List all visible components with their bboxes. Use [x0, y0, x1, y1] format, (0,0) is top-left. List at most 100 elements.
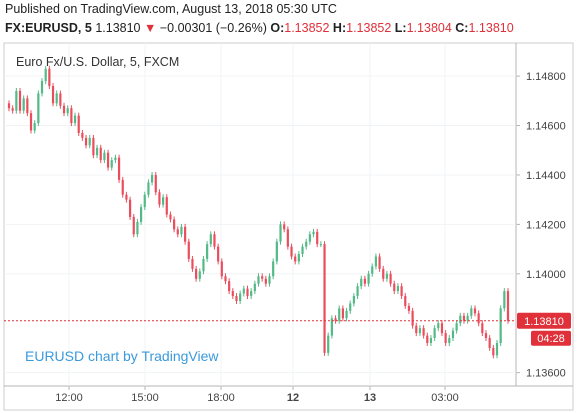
candle-body	[44, 68, 47, 82]
candle-body	[110, 160, 113, 168]
candle-body	[37, 93, 40, 124]
candle-body	[103, 152, 106, 161]
candle-body	[257, 276, 260, 284]
candle-body	[418, 328, 422, 334]
candle-body	[349, 303, 352, 311]
candle-body	[114, 157, 117, 161]
time-tick-label: 12	[287, 392, 299, 404]
candle-body	[429, 338, 433, 343]
candle-body	[213, 234, 216, 247]
candle-body	[451, 330, 455, 339]
candle-body	[448, 338, 451, 343]
candle-body	[228, 281, 231, 292]
candle-body	[345, 310, 348, 319]
candle-body	[77, 115, 80, 133]
candle-body	[184, 226, 187, 242]
candle-body	[462, 315, 466, 321]
candle-body	[176, 229, 179, 235]
candle-body	[40, 81, 44, 94]
candle-body	[162, 197, 165, 205]
candle-body	[143, 194, 146, 208]
chart-frame	[3, 42, 574, 411]
published-caption: Published on TradingView.com, August 13,…	[5, 2, 337, 16]
candle-body	[92, 137, 95, 156]
candle-body	[231, 291, 234, 297]
candle-body	[327, 335, 330, 353]
candle-body	[301, 246, 304, 255]
candle-body	[484, 333, 488, 339]
candle-body	[139, 207, 143, 222]
candle-body	[488, 338, 491, 348]
last-price: 1.13810	[95, 21, 141, 35]
candle-body	[173, 219, 176, 230]
high-label: H:	[332, 21, 347, 35]
candle-body	[18, 90, 22, 111]
time-tick-label: 18:00	[207, 392, 235, 404]
candle-body	[341, 308, 344, 319]
low-label: L:	[394, 21, 407, 35]
candle-body	[191, 258, 194, 269]
candle-body	[503, 291, 506, 309]
countdown-tag-text: 04:28	[537, 333, 565, 345]
candle-body	[235, 296, 238, 301]
candle-body	[319, 244, 322, 246]
candle-body	[308, 234, 311, 242]
candles	[7, 65, 510, 359]
candle-body	[147, 182, 150, 195]
candle-body	[481, 323, 484, 334]
candle-body	[7, 103, 11, 109]
candle-body	[363, 278, 367, 284]
tradingview-watermark[interactable]: EURUSD chart by TradingView	[25, 348, 219, 364]
candle-body	[180, 226, 183, 235]
candle-body	[106, 152, 110, 168]
candle-body	[312, 231, 315, 235]
candle-body	[95, 147, 99, 156]
candle-body	[33, 123, 36, 131]
quote-bar: FX:EURUSD, 5 1.13810 ▼ −0.00301 (−0.26%)…	[5, 21, 514, 35]
candle-body	[250, 291, 253, 297]
candle-body	[59, 93, 62, 106]
symbol-label[interactable]: FX:EURUSD, 5	[5, 21, 92, 35]
candle-body	[48, 68, 51, 87]
candle-body	[492, 347, 495, 356]
price-tick-label: 1.14000	[526, 269, 566, 281]
candle-body	[286, 229, 289, 247]
candle-body	[239, 293, 242, 301]
candle-body	[99, 147, 102, 161]
candle-body	[132, 216, 135, 235]
candle-body	[356, 286, 359, 297]
candle-body	[495, 342, 499, 356]
candle-body	[84, 137, 88, 146]
candle-body	[360, 278, 363, 287]
candle-body	[473, 308, 477, 314]
candle-body	[55, 93, 58, 104]
high-value: 1.13852	[346, 21, 392, 35]
candle-body	[393, 283, 396, 292]
open-label: O:	[270, 21, 285, 35]
candle-body	[220, 261, 223, 277]
candle-body	[400, 286, 403, 297]
candle-body	[261, 276, 264, 279]
last-price-tag	[517, 312, 571, 329]
candle-body	[121, 179, 124, 195]
down-arrow-icon: ▼	[143, 21, 157, 35]
price-axis-labels: 1.14800 1.14600 1.14400 1.14200 1.14000 1.136…	[526, 71, 566, 380]
price-tick-label: 1.14200	[526, 219, 566, 231]
candle-body	[165, 197, 168, 215]
candle-body	[444, 333, 447, 343]
candle-body	[125, 194, 128, 200]
candle-body	[437, 323, 440, 329]
time-tick-label: 12:00	[55, 392, 83, 404]
candle-body	[506, 291, 510, 321]
candle-body	[150, 174, 154, 183]
candle-body	[15, 90, 18, 111]
candle-body	[88, 137, 91, 146]
candle-body	[477, 313, 480, 324]
close-value: 1.13810	[468, 21, 514, 35]
candle-body	[169, 214, 172, 220]
candle-body	[407, 305, 411, 311]
candle-body	[246, 288, 249, 297]
candle-body	[297, 254, 300, 262]
candle-body	[117, 157, 121, 180]
